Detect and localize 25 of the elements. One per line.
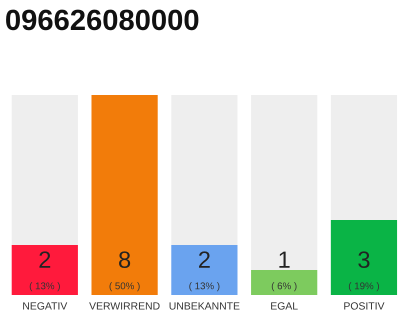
bar xyxy=(91,95,158,296)
data-label: 2 xyxy=(199,251,210,268)
bar xyxy=(330,220,398,296)
bar xyxy=(12,245,78,296)
data-label: 3 xyxy=(358,251,370,268)
annotation: ( 19% ) xyxy=(348,282,380,292)
bar xyxy=(171,245,238,296)
data-label: 2 xyxy=(39,251,50,268)
data-label: 8 xyxy=(119,251,130,268)
annotation: ( 50% ) xyxy=(110,282,140,292)
x-tick-label: NEGATIV xyxy=(23,302,68,310)
annotation: ( 6% ) xyxy=(272,282,297,292)
bar xyxy=(171,95,238,246)
x-tick-label: VERWIRREND xyxy=(89,302,160,310)
bar xyxy=(251,270,318,296)
annotation: ( 13% ) xyxy=(189,282,220,292)
bar xyxy=(12,95,78,246)
bar xyxy=(330,95,398,220)
data-label: 1 xyxy=(279,252,290,268)
x-tick-label: POSITIV xyxy=(344,302,384,310)
chart-title: 096626080000 xyxy=(6,10,198,30)
bar xyxy=(251,95,318,270)
x-tick-label: EGAL xyxy=(271,302,298,310)
x-tick-label: UNBEKANNTE xyxy=(170,302,240,310)
annotation: ( 13% ) xyxy=(30,282,60,292)
